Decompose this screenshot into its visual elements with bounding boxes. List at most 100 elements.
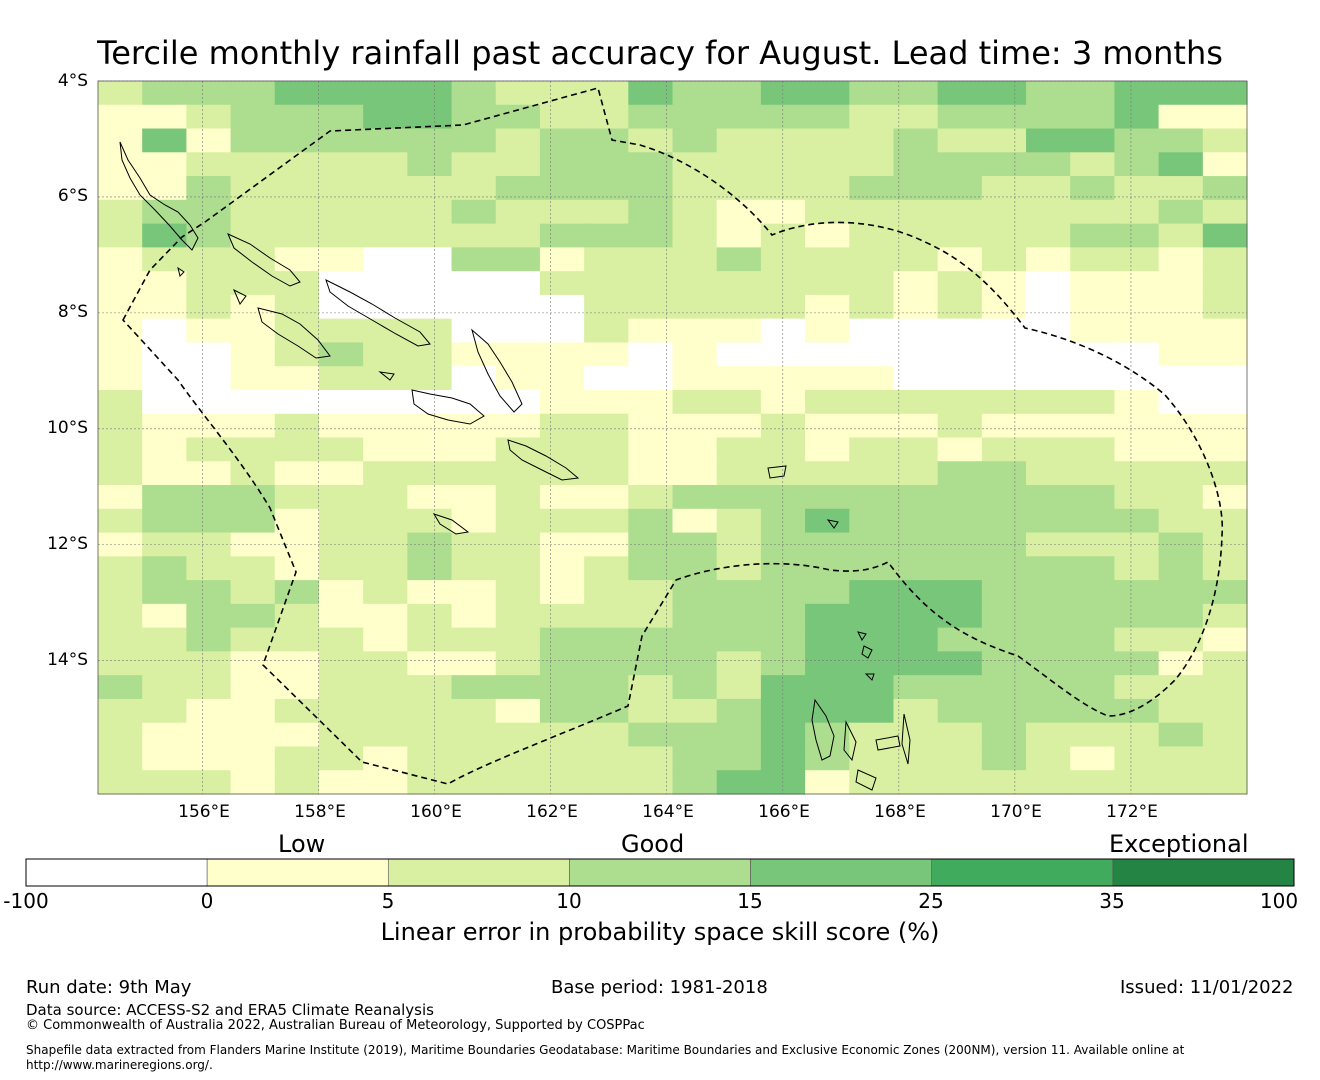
lat-label-6s: 6°S [57,186,88,206]
grid-cell [937,104,983,130]
grid-cell [893,247,939,272]
grid-cell [1158,722,1204,748]
grid-cell [584,746,629,771]
grid-cell [849,389,895,415]
grid-cell [186,389,232,415]
grid-cell [539,722,585,748]
grid-cell [893,651,939,676]
grid-cell [1070,223,1116,248]
issued-date: Issued: 11/01/2022 [1120,977,1294,998]
coastline-bougainville [119,141,199,251]
grid-cell [760,722,806,748]
grid-cell [1026,152,1071,177]
grid-cell [1114,556,1160,581]
grid-cell [937,556,983,581]
grid-cell [893,746,939,771]
grid-cell [274,603,320,629]
grid-cell [937,651,983,676]
grid-cell [1158,81,1204,106]
grid-cell [274,437,320,462]
grid-cell [584,603,629,629]
grid-cell [584,389,629,415]
coastline-santa-cruz [767,465,787,479]
grid-cell [893,271,939,296]
grid-cell [1158,223,1204,248]
grid-cell [230,152,276,177]
grid-cell [584,437,629,462]
grid-cell [1114,722,1160,748]
grid-cell [1158,271,1204,296]
grid-cell [805,294,850,320]
grid-cell [98,81,143,106]
grid-cell [937,81,983,106]
grid-cell [893,199,939,225]
grid-cell [274,389,320,415]
grid-cell [186,627,232,652]
grid-cell [628,603,674,629]
grid-cell [716,152,762,177]
grid-cell [495,152,541,177]
grid-cell [1070,128,1116,153]
grid-cell [849,437,895,462]
grid-cell [1026,770,1071,795]
grid-cell [451,603,497,629]
grid-cell [1026,342,1071,367]
grid-cell [1114,508,1160,534]
grid-cell [539,247,585,272]
grid-cell [142,128,187,153]
coastline-santa-isabel [325,279,431,347]
grid-cell [142,437,187,462]
grid-cell [672,580,718,605]
grid-cell [760,152,806,177]
colorbar-category-exceptional: Exceptional [1109,830,1249,858]
grid-cell [893,104,939,130]
grid-cell [672,223,718,248]
coastline-new-georgia [257,307,331,359]
grid-cell [849,698,895,724]
grid-cell [716,508,762,534]
grid-cell [584,366,629,391]
shapefile-url: http://www.marineregions.org/. [26,1058,213,1072]
grid-cell [186,294,232,320]
grid-cell [98,722,143,748]
grid-cell [584,318,629,344]
grid-cell [451,651,497,676]
grid-cell [407,627,453,652]
grid-cell [186,651,232,676]
grid-cell [628,627,674,652]
grid-cell [230,342,276,367]
grid-cell [407,722,453,748]
grid-cell [407,176,453,201]
grid-cell [1202,437,1248,462]
grid-cell [495,176,541,201]
grid-cell [981,199,1027,225]
grid-cell [1158,318,1204,344]
grid-cell [584,81,629,106]
grid-cell [1114,81,1160,106]
grid-cell [363,389,408,415]
grid-cell [1158,627,1204,652]
grid-cell [318,722,364,748]
grid-cell [186,271,232,296]
grid-cell [318,675,364,700]
grid-cell [98,104,143,130]
grid-cell [849,627,895,652]
grid-cell [539,603,585,629]
grid-cell [672,603,718,629]
grid-cell [584,342,629,367]
grid-cell [186,698,232,724]
grid-cell [805,81,850,106]
grid-cell [1026,746,1071,771]
grid-cell [760,294,806,320]
grid-cell [672,271,718,296]
grid-cell [495,461,541,486]
grid-cell [142,603,187,629]
grid-cell [1026,603,1071,629]
grid-cell [407,675,453,700]
grid-cell [318,223,364,248]
grid-cell [495,247,541,272]
grid-cell [407,485,453,510]
grid-cell [98,318,143,344]
grid-cell [451,580,497,605]
grid-cell [274,508,320,534]
